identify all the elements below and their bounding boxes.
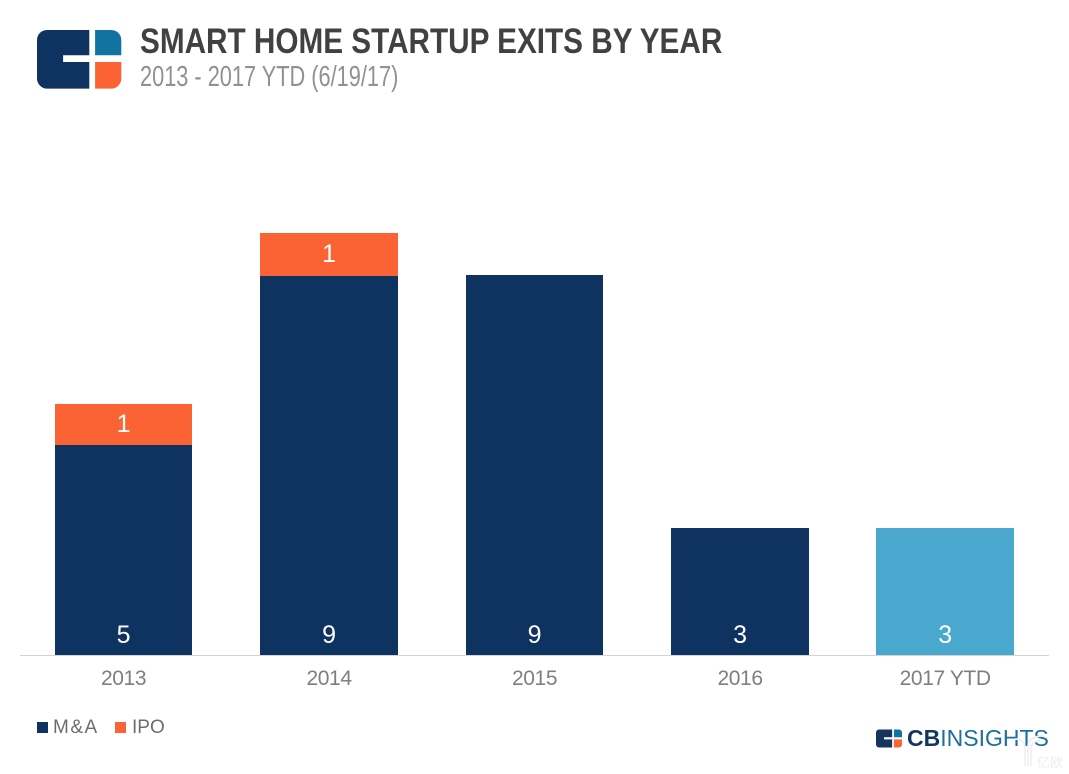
svg-text:亿欧: 亿欧 [1037, 755, 1063, 770]
